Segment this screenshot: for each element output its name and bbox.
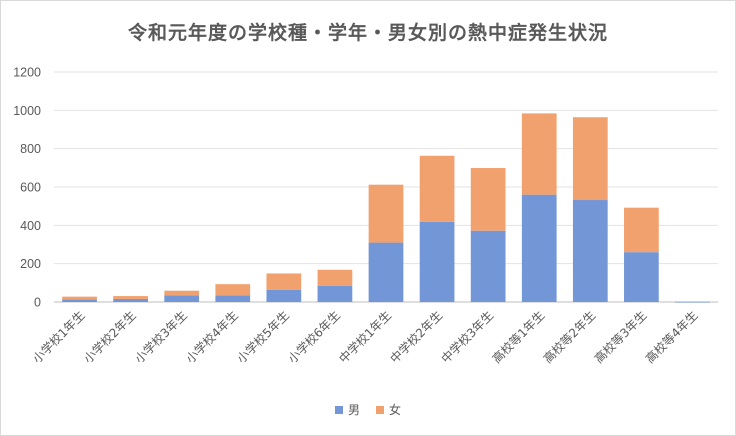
bar-female bbox=[368, 184, 404, 243]
x-tick-label: 高校等3年生 bbox=[591, 308, 649, 366]
legend-label-male: 男 bbox=[347, 403, 360, 417]
bar-female bbox=[419, 155, 455, 222]
chart-title: 令和元年度の学校種・学年・男女別の熱中症発生状況 bbox=[127, 22, 608, 44]
y-tick-label: 600 bbox=[20, 181, 41, 195]
bar-male bbox=[470, 230, 506, 302]
bar-male bbox=[419, 221, 455, 302]
bar-male bbox=[368, 242, 404, 302]
legend-label-female: 女 bbox=[389, 403, 402, 417]
bar-female bbox=[624, 207, 659, 253]
x-tick-label: 中学校3年生 bbox=[438, 308, 496, 366]
bar-female bbox=[470, 168, 506, 231]
bar-female bbox=[317, 269, 353, 286]
legend-swatch-male bbox=[334, 405, 343, 414]
y-tick-label: 200 bbox=[20, 257, 41, 271]
bar-female bbox=[113, 296, 148, 299]
x-tick-label: 中学校1年生 bbox=[336, 308, 394, 366]
y-tick-label: 1200 bbox=[13, 66, 41, 80]
bar-female bbox=[164, 290, 200, 296]
bar-male bbox=[572, 200, 608, 302]
bar-male bbox=[215, 295, 251, 302]
bar-female bbox=[215, 284, 251, 296]
y-tick-label: 800 bbox=[20, 142, 41, 156]
bar-male bbox=[62, 299, 97, 302]
x-tick-label: 小学校2年生 bbox=[80, 308, 138, 366]
x-tick-label: 中学校2年生 bbox=[387, 308, 445, 366]
legend-item-female: 女 bbox=[376, 401, 401, 418]
chart-legend: 男 女 bbox=[0, 401, 736, 418]
y-tick-label: 400 bbox=[20, 219, 41, 233]
bar-male bbox=[624, 252, 659, 302]
bar-male bbox=[113, 298, 148, 302]
x-tick-label: 高校等2年生 bbox=[540, 308, 598, 366]
bar-female bbox=[675, 301, 710, 303]
x-tick-label: 小学校6年生 bbox=[285, 308, 343, 366]
bar-female bbox=[572, 117, 608, 201]
x-tick-label: 小学校1年生 bbox=[29, 308, 87, 366]
legend-swatch-female bbox=[376, 405, 384, 414]
x-tick-label: 高校等4年生 bbox=[642, 308, 700, 366]
bar-male bbox=[317, 285, 353, 302]
bar-female bbox=[521, 113, 557, 195]
bar-female bbox=[62, 296, 97, 300]
bar-male bbox=[521, 194, 557, 302]
x-tick-label: 小学校3年生 bbox=[131, 308, 189, 366]
x-tick-label: 小学校5年生 bbox=[234, 308, 292, 366]
legend-item-male: 男 bbox=[334, 401, 360, 418]
bar-male bbox=[164, 295, 200, 302]
x-tick-label: 高校等1年生 bbox=[489, 308, 547, 366]
y-tick-label: 1000 bbox=[13, 104, 41, 118]
bar-female bbox=[266, 273, 302, 290]
bar-male bbox=[675, 302, 710, 303]
x-tick-label: 小学校4年生 bbox=[182, 308, 240, 366]
bar-male bbox=[266, 289, 302, 302]
y-tick-label: 0 bbox=[34, 296, 41, 310]
